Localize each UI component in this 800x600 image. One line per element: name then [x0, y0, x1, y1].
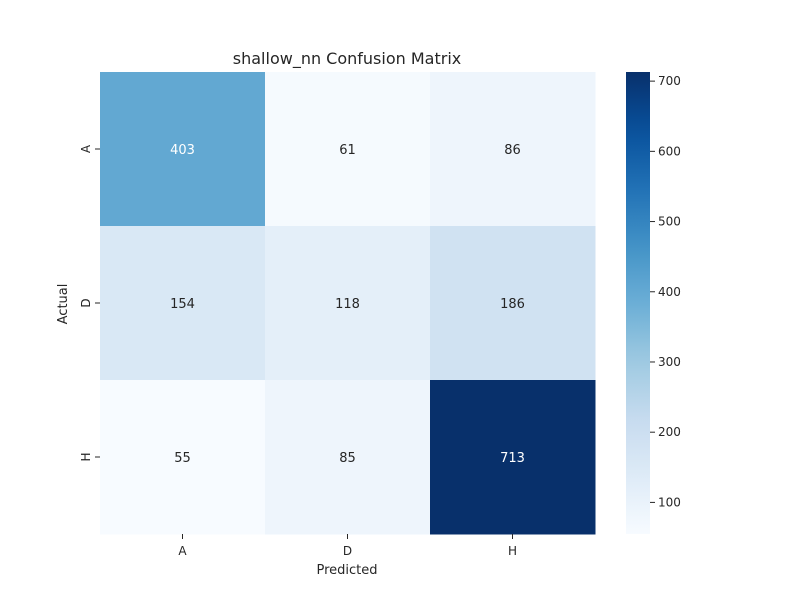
- cell-value-label: 55: [174, 451, 191, 466]
- chart-title: shallow_nn Confusion Matrix: [233, 49, 461, 69]
- colorbar-tick-label: 600: [658, 144, 681, 158]
- x-tick-label: A: [178, 544, 187, 558]
- cell-value-label: 186: [500, 297, 525, 312]
- x-tick-label: H: [508, 544, 517, 558]
- y-axis-ticks: A D H: [79, 144, 100, 462]
- cell-value-label: 86: [504, 143, 521, 158]
- colorbar-tick-label: 500: [658, 215, 681, 229]
- cell-value-label: 713: [500, 451, 525, 466]
- colorbar-tick-label: 100: [658, 495, 681, 509]
- heatmap-cell: [430, 226, 596, 381]
- y-tick-label: H: [79, 452, 93, 461]
- colorbar-tick-label: 700: [658, 74, 681, 88]
- colorbar-gradient: [626, 72, 650, 534]
- cell-value-label: 85: [339, 451, 356, 466]
- colorbar-tick-label: 200: [658, 425, 681, 439]
- colorbar-tick-label: 300: [658, 355, 681, 369]
- cell-value-label: 61: [339, 143, 356, 158]
- heatmap-cell: [265, 72, 431, 227]
- y-tick-label: A: [79, 144, 93, 153]
- heatmap-cell: [265, 380, 431, 535]
- y-axis-label: Actual: [56, 284, 71, 325]
- heatmap-cell: [100, 72, 266, 227]
- heatmap-cell: [430, 72, 596, 227]
- y-tick-label: D: [79, 298, 93, 307]
- colorbar-tick-label: 400: [658, 285, 681, 299]
- cell-value-label: 154: [170, 297, 195, 312]
- cell-value-label: 118: [335, 297, 360, 312]
- x-tick-label: D: [343, 544, 352, 558]
- cell-value-label: 403: [170, 143, 195, 158]
- heatmap-cell: [100, 380, 266, 535]
- heatmap-cell: [430, 380, 596, 535]
- x-axis-label: Predicted: [316, 563, 377, 578]
- heatmap-grid: 403 61 86 154 118 186 55 85 713: [100, 72, 596, 535]
- heatmap-cell: [100, 226, 266, 381]
- colorbar: 100 200 300 400 500 600 700: [626, 72, 681, 534]
- heatmap-cell: [265, 226, 431, 381]
